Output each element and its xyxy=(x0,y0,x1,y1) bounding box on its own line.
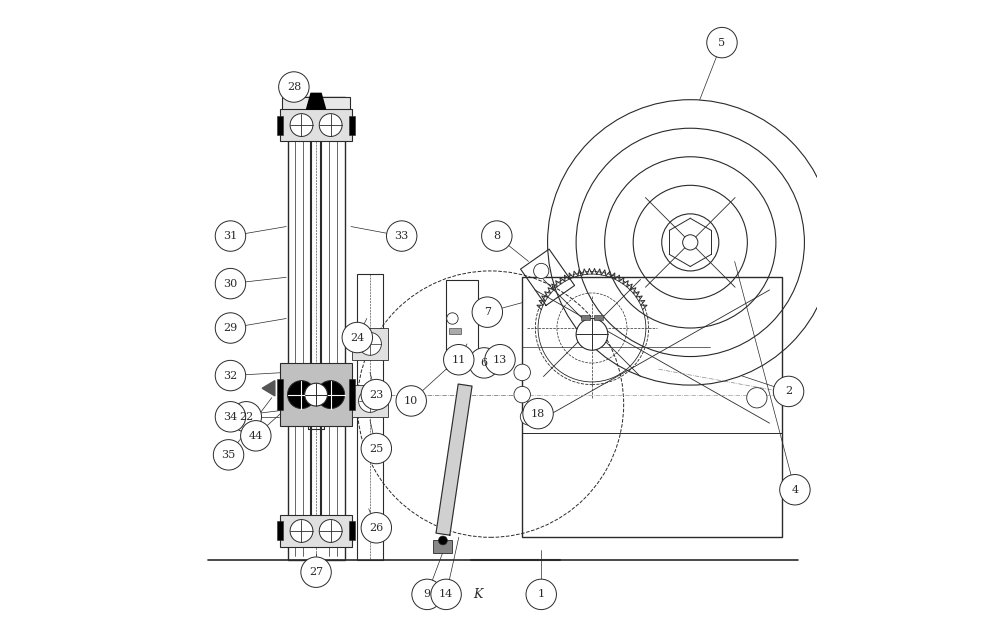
Circle shape xyxy=(520,408,537,425)
Text: 34: 34 xyxy=(223,412,238,422)
Circle shape xyxy=(444,345,474,375)
Text: 4: 4 xyxy=(791,485,798,495)
Polygon shape xyxy=(436,384,472,535)
Bar xyxy=(449,328,461,334)
Circle shape xyxy=(231,401,262,432)
Circle shape xyxy=(707,27,737,58)
Text: 29: 29 xyxy=(223,323,238,333)
Circle shape xyxy=(469,348,499,378)
Circle shape xyxy=(472,297,503,327)
Polygon shape xyxy=(262,381,275,396)
Circle shape xyxy=(288,381,315,408)
Text: 13: 13 xyxy=(493,355,507,365)
Text: 27: 27 xyxy=(309,567,323,577)
Text: 1: 1 xyxy=(538,589,545,599)
Circle shape xyxy=(386,221,417,251)
Text: 22: 22 xyxy=(239,412,253,422)
Circle shape xyxy=(319,113,342,136)
Circle shape xyxy=(412,579,442,610)
Bar xyxy=(352,385,388,417)
Circle shape xyxy=(431,579,461,610)
Polygon shape xyxy=(307,94,326,109)
Bar xyxy=(349,379,355,410)
Text: 31: 31 xyxy=(223,231,238,241)
Text: 7: 7 xyxy=(484,307,491,317)
Bar xyxy=(433,540,452,553)
Circle shape xyxy=(215,268,246,299)
Circle shape xyxy=(290,113,313,136)
Circle shape xyxy=(747,388,767,408)
Bar xyxy=(522,277,782,537)
Circle shape xyxy=(290,520,313,542)
Bar xyxy=(277,522,283,540)
Circle shape xyxy=(317,381,345,408)
Text: 23: 23 xyxy=(369,390,383,399)
Circle shape xyxy=(526,579,556,610)
Text: 8: 8 xyxy=(493,231,500,241)
Bar xyxy=(357,274,383,559)
Text: 25: 25 xyxy=(369,443,383,454)
Circle shape xyxy=(215,221,246,251)
Circle shape xyxy=(396,386,426,416)
Bar xyxy=(277,379,283,410)
Text: 30: 30 xyxy=(223,278,238,289)
Circle shape xyxy=(780,475,810,505)
Circle shape xyxy=(213,440,244,470)
Text: 44: 44 xyxy=(249,431,263,441)
Circle shape xyxy=(305,383,327,406)
Text: 2: 2 xyxy=(785,387,792,396)
Circle shape xyxy=(279,72,309,102)
Bar xyxy=(349,115,355,134)
Circle shape xyxy=(301,557,331,587)
Circle shape xyxy=(485,345,515,375)
Circle shape xyxy=(361,380,392,410)
Circle shape xyxy=(319,520,342,542)
Bar xyxy=(446,280,478,369)
Text: 14: 14 xyxy=(439,589,453,599)
Text: 33: 33 xyxy=(395,231,409,241)
Bar xyxy=(288,97,345,559)
Bar xyxy=(594,315,603,320)
Circle shape xyxy=(342,322,373,353)
Text: 28: 28 xyxy=(287,82,301,92)
Circle shape xyxy=(359,390,381,412)
Text: 32: 32 xyxy=(223,371,238,380)
Circle shape xyxy=(215,313,246,343)
Text: 24: 24 xyxy=(350,333,364,343)
Text: 26: 26 xyxy=(369,523,383,533)
Bar xyxy=(280,515,352,547)
Circle shape xyxy=(773,376,804,406)
Circle shape xyxy=(241,420,271,451)
Text: 11: 11 xyxy=(452,355,466,365)
Text: K: K xyxy=(473,588,482,601)
Circle shape xyxy=(482,221,512,251)
Text: 9: 9 xyxy=(424,589,431,599)
Circle shape xyxy=(534,263,549,278)
Circle shape xyxy=(523,398,553,429)
Text: 5: 5 xyxy=(718,38,726,48)
Text: 35: 35 xyxy=(221,450,236,460)
Bar xyxy=(352,328,388,360)
Bar xyxy=(277,115,283,134)
Text: 10: 10 xyxy=(404,396,418,406)
Circle shape xyxy=(361,513,392,543)
Circle shape xyxy=(361,433,392,464)
Text: 6: 6 xyxy=(481,358,488,368)
Bar xyxy=(581,315,590,320)
Circle shape xyxy=(514,387,530,403)
Circle shape xyxy=(576,318,608,350)
Bar xyxy=(280,109,352,141)
Circle shape xyxy=(215,361,246,391)
Circle shape xyxy=(447,313,458,324)
Bar xyxy=(280,363,352,426)
Circle shape xyxy=(683,235,698,250)
Bar xyxy=(282,97,350,112)
Circle shape xyxy=(359,333,381,355)
Circle shape xyxy=(215,401,246,432)
Circle shape xyxy=(514,364,530,381)
Circle shape xyxy=(438,536,447,545)
Text: 18: 18 xyxy=(531,408,545,419)
Bar xyxy=(349,522,355,540)
